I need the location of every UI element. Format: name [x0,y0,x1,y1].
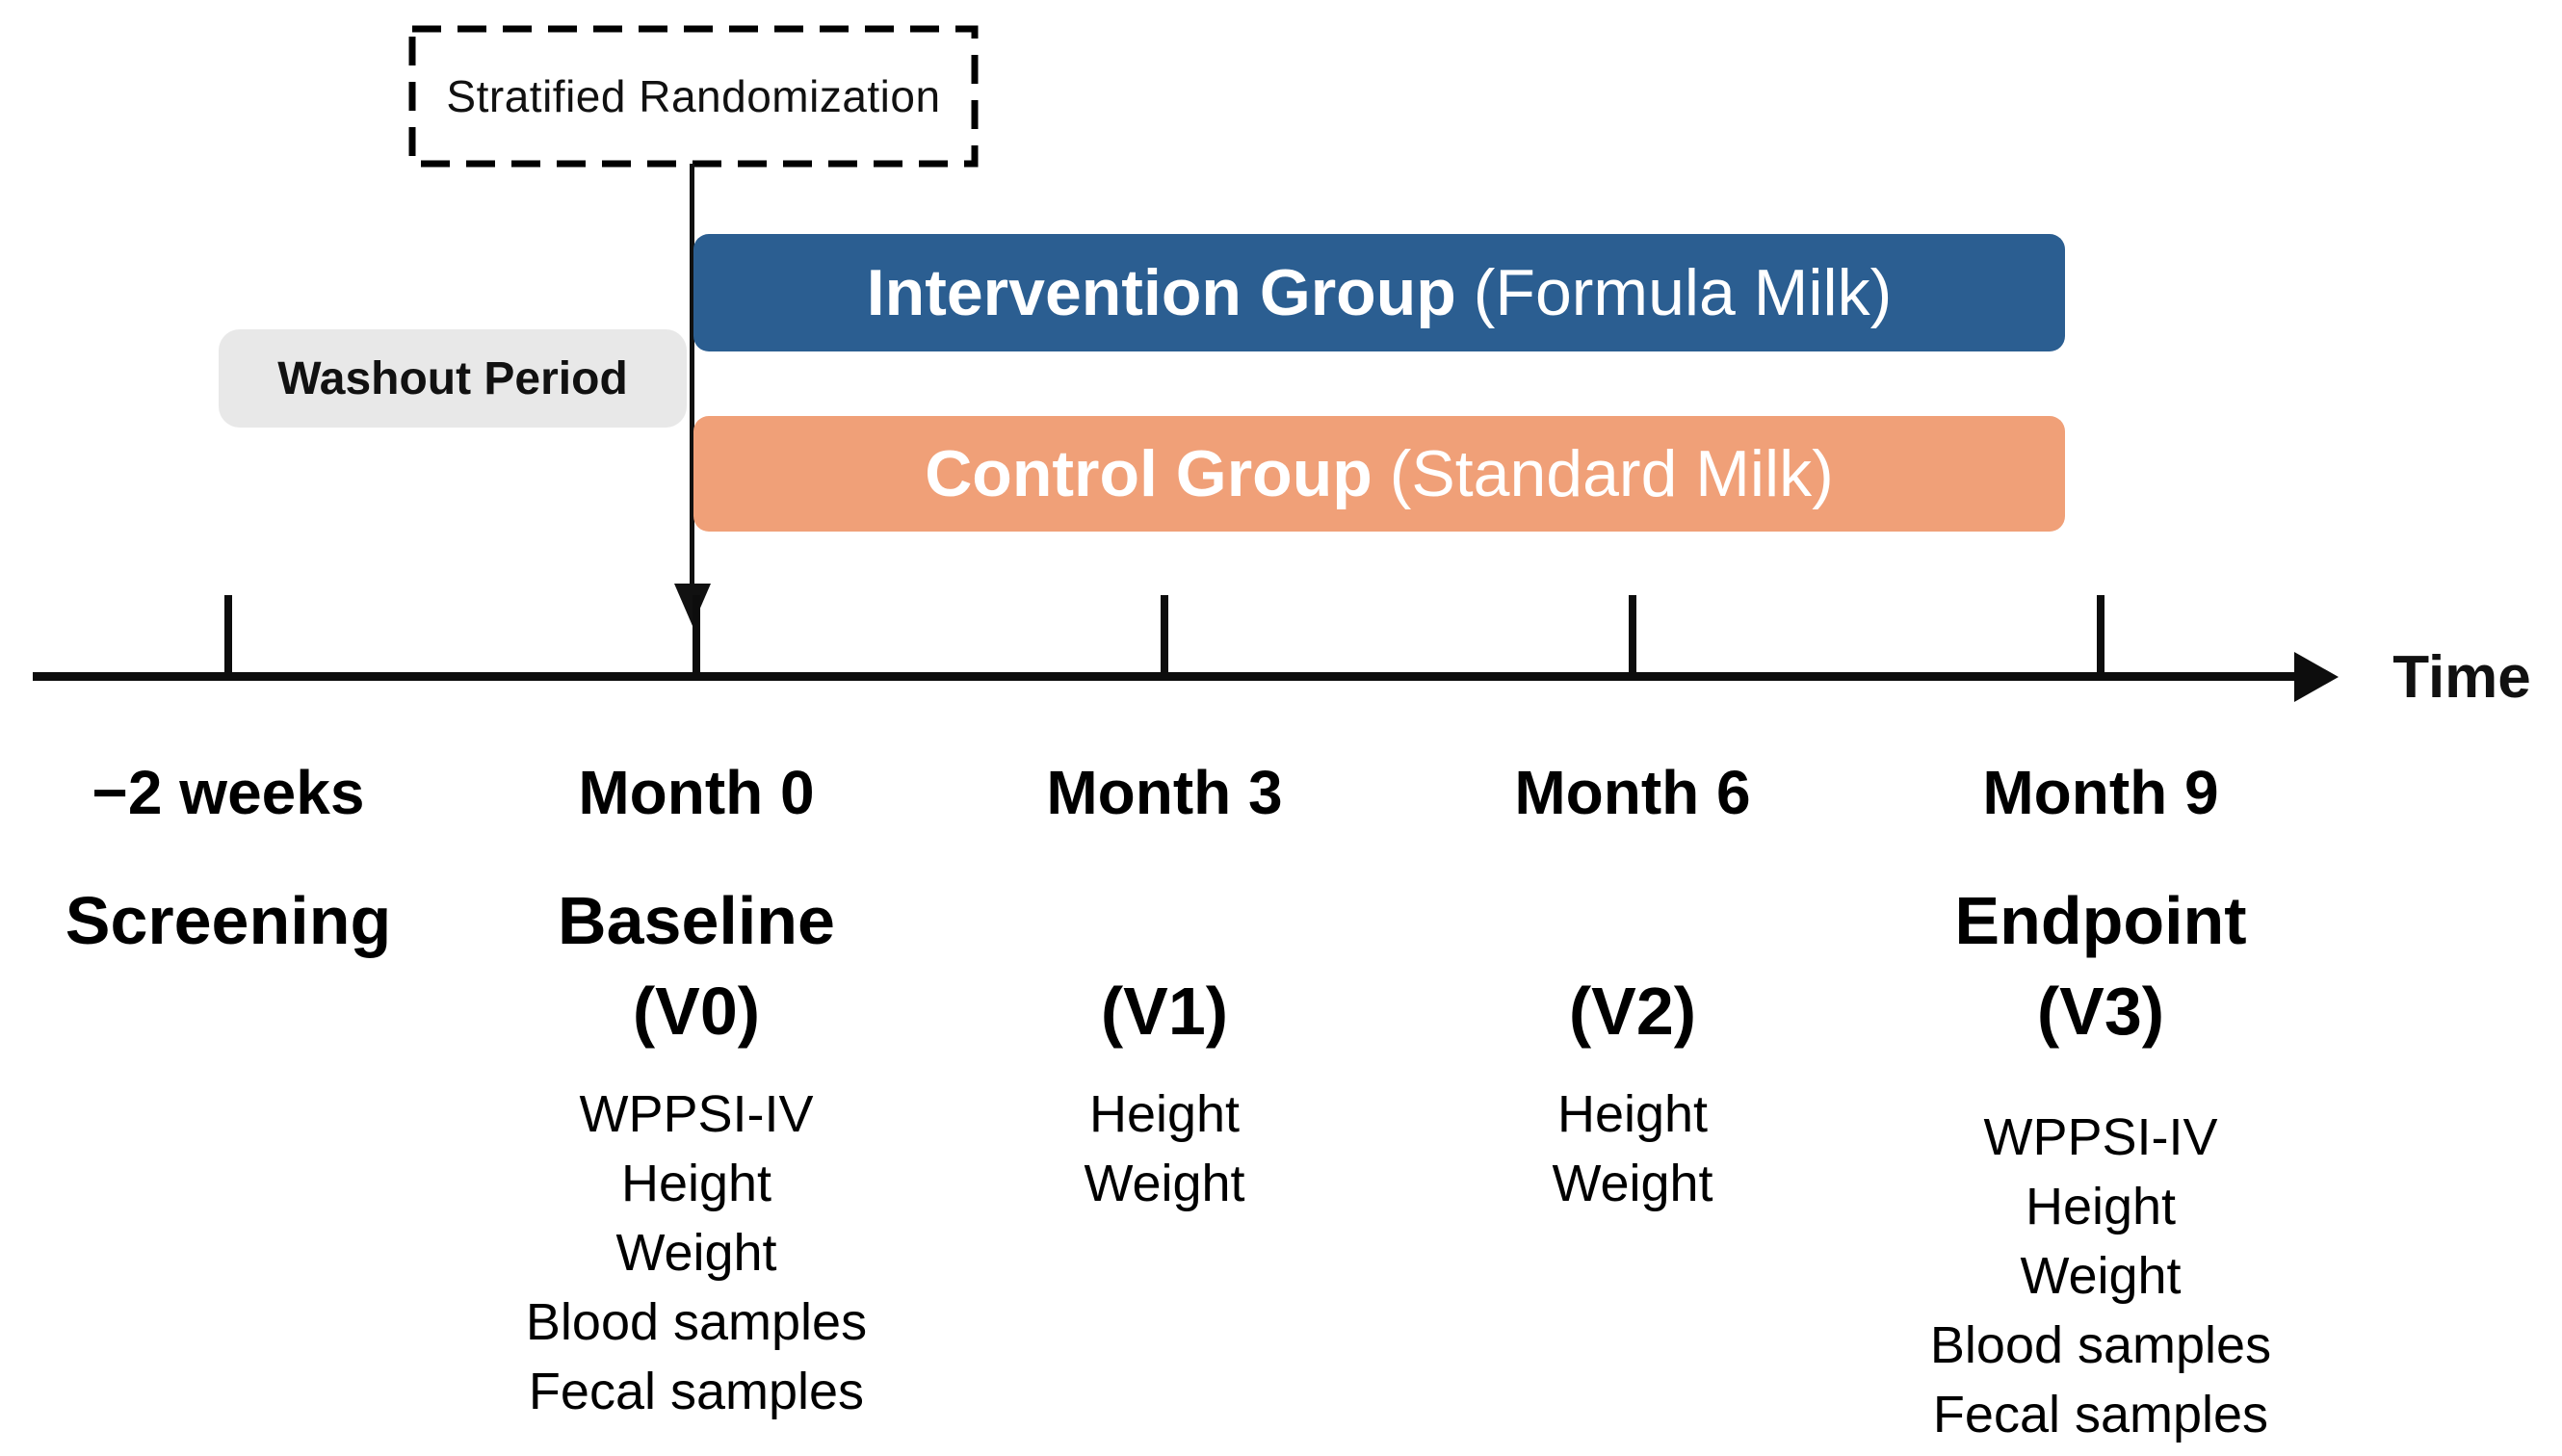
assessment-item: Height [1088,1085,1241,1143]
washout-period-box: Washout Period [219,329,687,428]
assessment-item: Height [1556,1085,1709,1143]
time-axis-arrowhead-icon [2294,652,2339,702]
axis-tick-minus2weeks [224,595,232,677]
timepoint-label-minus2weeks: −2 weeks [92,758,365,827]
assessments-v0: WPPSI-IV Height Weight Blood samples Fec… [475,1079,918,1426]
assessments-v1: Height Weight [943,1079,1386,1218]
baseline-heading: Baseline [558,883,835,958]
intervention-group-detail: (Formula Milk) [1473,256,1893,329]
intervention-group-bar: Intervention Group (Formula Milk) [693,234,2065,351]
assessment-item: Height [2025,1178,2177,1235]
assessment-item: Weight [2020,1247,2182,1305]
visit-label-v2: (V2) [1568,974,1697,1049]
intervention-group-name: Intervention Group [866,256,1456,329]
timepoint-label-month6: Month 6 [1514,758,1751,827]
randomization-label: Stratified Randomization [446,71,941,121]
axis-tick-month0 [693,595,700,677]
control-group-bar: Control Group (Standard Milk) [693,416,2065,532]
visit-label-v1: (V1) [1100,974,1229,1049]
control-group-name: Control Group [925,437,1372,510]
assessment-item: Weight [1552,1155,1713,1212]
assessments-v2: Height Weight [1411,1079,1854,1218]
assessment-item: Weight [615,1224,777,1282]
visit-label-v0: (V0) [632,974,761,1049]
assessment-item: Fecal samples [1932,1386,2269,1443]
assessment-item: WPPSI-IV [1983,1108,2218,1166]
randomization-arrow-line [690,164,694,585]
axis-tick-month3 [1161,595,1168,677]
assessments-v3: WPPSI-IV Height Weight Blood samples Fec… [1879,1103,2322,1449]
time-axis-label: Time [2392,644,2531,711]
washout-period-label: Washout Period [277,352,628,404]
assessment-item: WPPSI-IV [579,1085,814,1143]
control-group-detail: (Standard Milk) [1389,437,1834,510]
timepoint-label-month9: Month 9 [1982,758,2219,827]
assessment-item: Height [620,1155,772,1212]
assessment-item: Blood samples [525,1293,868,1351]
assessment-item: Blood samples [1929,1316,2272,1374]
assessment-item: Weight [1084,1155,1245,1212]
screening-heading: Screening [65,883,392,958]
axis-tick-month9 [2097,595,2104,677]
endpoint-heading: Endpoint [1954,883,2247,958]
axis-tick-month6 [1629,595,1636,677]
assessment-item: Fecal samples [528,1363,865,1420]
visit-label-v3: (V3) [2036,974,2165,1049]
timepoint-label-month0: Month 0 [578,758,815,827]
timepoint-label-month3: Month 3 [1046,758,1283,827]
